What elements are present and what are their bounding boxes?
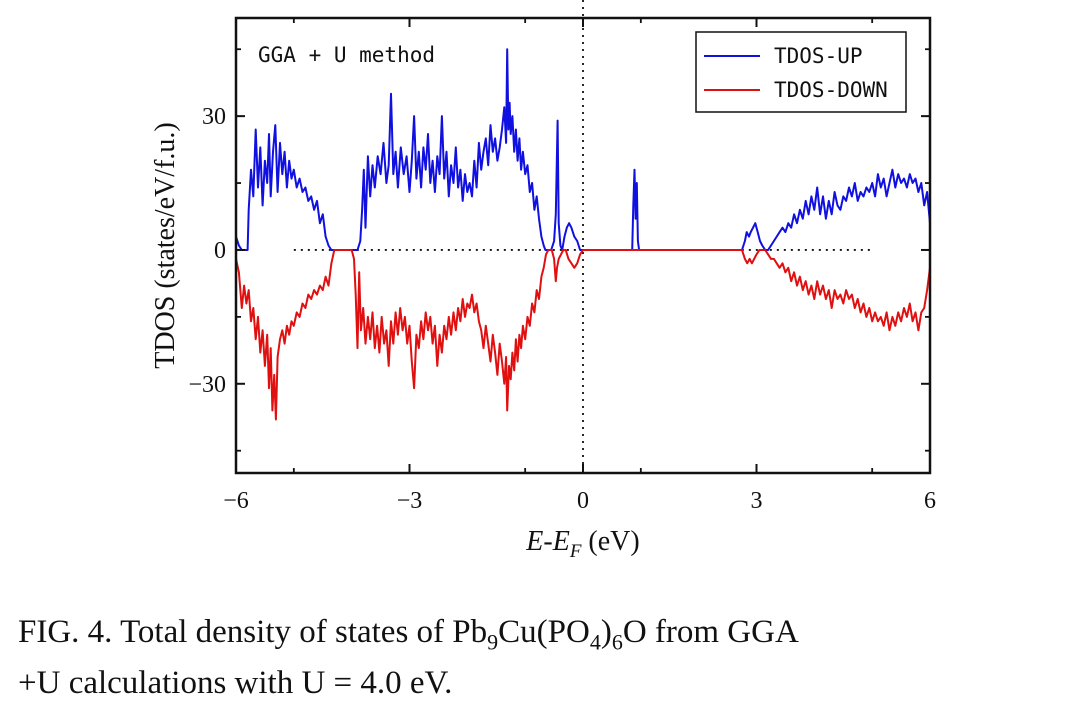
legend-box: [695, 31, 907, 113]
caption-sub-po: 4: [589, 629, 601, 655]
y-tick-label: 30: [202, 104, 226, 130]
caption-suffix: O from GGA: [622, 614, 799, 650]
series-line-tdos-down: [235, 249, 931, 421]
x-axis-title-subscript: F: [569, 541, 582, 562]
x-tick-label: −6: [223, 488, 249, 514]
caption-mid-1: Cu(PO: [498, 614, 590, 650]
caption-mid-2: ): [600, 614, 612, 650]
x-tick-label: 3: [751, 488, 763, 514]
figure-caption: FIG. 4. Total density of states of Pb9Cu…: [18, 612, 1068, 703]
legend: TDOS-UP TDOS-DOWN: [695, 31, 907, 113]
x-axis-title-main: E-E: [525, 526, 570, 557]
legend-label-tdos-up: TDOS-UP: [774, 44, 863, 68]
caption-prefix: FIG. 4. Total density of states of Pb: [18, 614, 488, 650]
y-axis-title: TDOS (states/eV/f.u.): [150, 122, 181, 369]
x-axis-title-unit: (eV): [581, 526, 639, 557]
y-tick-label: −30: [188, 372, 226, 398]
legend-label-tdos-down: TDOS-DOWN: [774, 78, 888, 102]
series-line-tdos-up: [235, 48, 931, 251]
method-annotation: GGA + U method: [258, 43, 435, 67]
series-layer: [235, 48, 931, 421]
x-tick-label: 6: [924, 488, 936, 514]
caption-line-2: +U calculations with U = 4.0 eV.: [18, 664, 453, 701]
axis-ticks: [235, 18, 931, 473]
x-tick-label: −3: [397, 488, 423, 514]
reference-lines: [293, 0, 873, 473]
x-axis-title: E-EF (eV): [525, 526, 639, 562]
caption-sub-pb: 9: [487, 629, 499, 655]
y-tick-label: 0: [214, 238, 226, 264]
caption-line-1: FIG. 4. Total density of states of Pb9Cu…: [18, 612, 1068, 663]
caption-sub-paren: 6: [611, 629, 623, 655]
x-tick-label: 0: [577, 488, 589, 514]
